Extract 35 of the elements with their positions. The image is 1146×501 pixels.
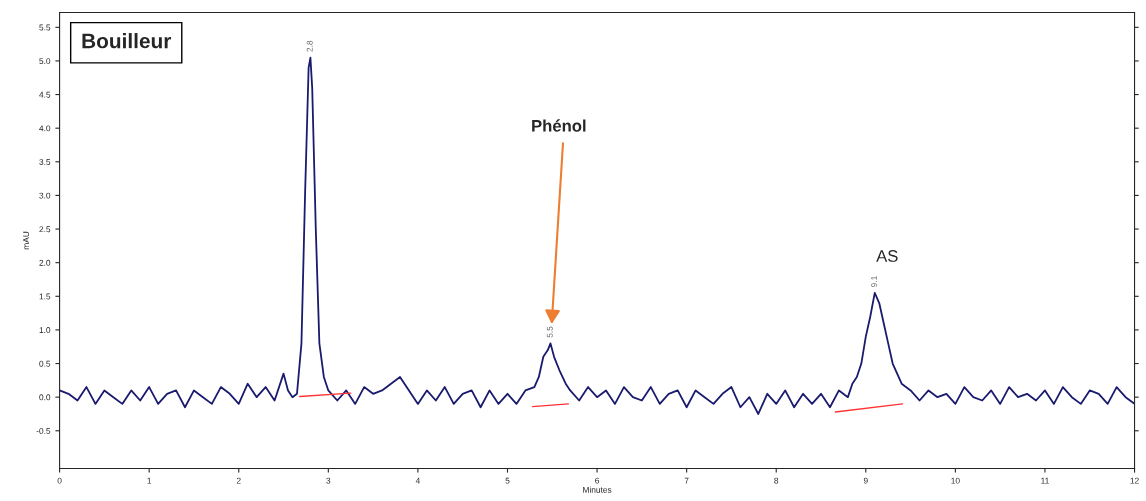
x-tick-label: 12 (1130, 477, 1139, 484)
x-tick-label: 2 (236, 477, 241, 484)
y-tick-label: 2.5 (39, 226, 51, 233)
x-tick-label: 1 (147, 477, 152, 484)
y-tick-label: 4.5 (39, 91, 51, 98)
x-tick-label: 10 (951, 477, 960, 484)
annotation: Bouilleur (82, 33, 172, 49)
x-tick-label: 7 (684, 477, 689, 484)
y-tick-label: 5.5 (39, 24, 51, 31)
x-tick-label: 3 (326, 477, 331, 484)
y-tick-label: 5.0 (39, 58, 51, 65)
x-tick-label: 11 (1041, 477, 1049, 484)
annotation: Phénol (532, 119, 586, 132)
annotation: 5.5 (546, 326, 553, 338)
y-tick-label: 4.0 (39, 125, 51, 132)
y-tick-label: 1.5 (39, 293, 51, 300)
x-axis-title: Minutes (583, 486, 612, 493)
line-series (59, 56, 1135, 415)
x-tick-label: 8 (774, 477, 779, 484)
y-tick-label: 0.0 (39, 394, 51, 401)
y-axis-title: mAU (23, 231, 29, 250)
y-tick-label: -0.5 (36, 427, 51, 434)
annotation: 2.8 (306, 40, 313, 52)
x-tick-label: 0 (57, 477, 62, 484)
y-tick-label: 3.5 (39, 159, 51, 165)
x-tick-label: 5 (505, 477, 510, 484)
y-tick-label: 2.0 (39, 259, 51, 266)
x-tick-label: 6 (595, 477, 600, 484)
x-tick-label: 4 (415, 477, 420, 484)
annotation: AS (876, 250, 898, 262)
annotation: 9.1 (871, 276, 877, 287)
y-tick-label: 0.5 (39, 360, 51, 367)
y-tick-label: 1.0 (39, 327, 51, 334)
x-tick-label: 9 (863, 477, 868, 484)
y-tick-label: 3.0 (39, 192, 51, 199)
